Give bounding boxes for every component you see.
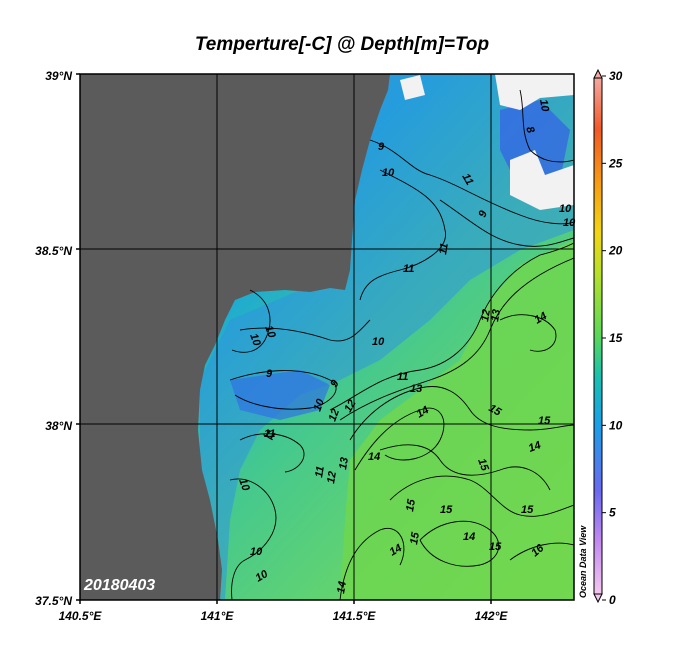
- contour-label: 15: [538, 415, 551, 427]
- contour-lines: [229, 89, 574, 600]
- contour-label: 14: [463, 531, 475, 543]
- colorbar-label: 25: [608, 156, 623, 170]
- contour-label: 15: [489, 541, 502, 553]
- lon-label: 140.5°E: [59, 609, 103, 623]
- contour-label: 10: [563, 217, 576, 229]
- contour-label: 10: [312, 397, 328, 413]
- contour-label: 15: [404, 498, 418, 513]
- lat-label: 39°N: [45, 69, 72, 83]
- contour-label: 15: [521, 504, 534, 516]
- warm-water-zone: [340, 240, 574, 600]
- contour-label: 13: [410, 383, 422, 395]
- colorbar-label: 20: [608, 244, 623, 258]
- contour-label: 10: [372, 336, 385, 348]
- contour-label: 10: [382, 167, 395, 179]
- contour-label: 14: [527, 439, 543, 454]
- contour-label: 13: [337, 456, 351, 470]
- contour-label: 10: [262, 324, 278, 340]
- lat-label: 37.5°N: [35, 594, 72, 608]
- land-mass: [80, 74, 390, 600]
- contour-label: 10: [247, 332, 263, 348]
- lon-label: 141°E: [201, 609, 235, 623]
- contour-label: 12: [327, 407, 342, 423]
- colorbar-label: 15: [609, 331, 623, 345]
- contour-label: 14: [335, 580, 349, 594]
- contour-label: 12: [342, 398, 359, 415]
- colorbar-label: 5: [609, 506, 616, 520]
- contour-label: 11: [397, 371, 408, 383]
- map-frame: [79, 73, 575, 601]
- contour-label: 12: [479, 308, 493, 322]
- contour-label: 11: [437, 242, 451, 255]
- contour-label: 9: [378, 141, 385, 153]
- graticule: [80, 74, 574, 600]
- colorbar: 30 25 20 15 10 5 0: [593, 68, 623, 607]
- contour-label: 14: [368, 451, 380, 463]
- contour-label: 9: [477, 208, 491, 219]
- contour-label: 11: [403, 263, 414, 275]
- colorbar-label: 30: [609, 69, 623, 83]
- contour-label: 10: [559, 203, 572, 215]
- contour-label: 10: [236, 477, 252, 493]
- contour-label: 14: [533, 310, 550, 327]
- contour-label: 15: [408, 531, 422, 546]
- cold-pocket: [230, 370, 330, 420]
- lat-label: 38.5°N: [35, 244, 72, 258]
- contour-label: 14: [388, 542, 405, 559]
- colorbar-gradient: [593, 77, 603, 595]
- lat-label: 38°N: [45, 419, 72, 433]
- missing-data: [495, 74, 574, 110]
- contour-label: 11: [459, 172, 475, 188]
- contour-label: 10: [250, 546, 263, 558]
- colorbar-label: 0: [609, 593, 616, 607]
- colorbar-label: 10: [609, 418, 623, 432]
- cold-water-zone: [200, 74, 574, 600]
- contour-label: 9: [266, 368, 273, 380]
- frame-ticks: [76, 73, 492, 604]
- contour-label: 11: [313, 465, 327, 478]
- watermark: Ocean Data View: [578, 525, 588, 598]
- contour-label: 13: [489, 308, 503, 322]
- missing-data: [510, 150, 574, 210]
- missing-data: [400, 75, 425, 100]
- plot-title: Temperture[-C] @ Depth[m]=Top: [194, 34, 490, 55]
- date-stamp: 20180403: [83, 577, 155, 594]
- contour-label: 14: [415, 404, 432, 421]
- lon-label: 141.5°E: [333, 609, 377, 623]
- contour-label: 8: [523, 125, 537, 136]
- contour-label: 15: [475, 457, 491, 473]
- contour-label: 10: [537, 98, 551, 113]
- contour-label: 11: [262, 427, 278, 443]
- contour-label: 15: [440, 504, 453, 516]
- contour-label: 12: [325, 470, 339, 484]
- contour-label: 11: [264, 428, 275, 440]
- map-area: [80, 74, 574, 600]
- lon-label: 142°E: [475, 609, 509, 623]
